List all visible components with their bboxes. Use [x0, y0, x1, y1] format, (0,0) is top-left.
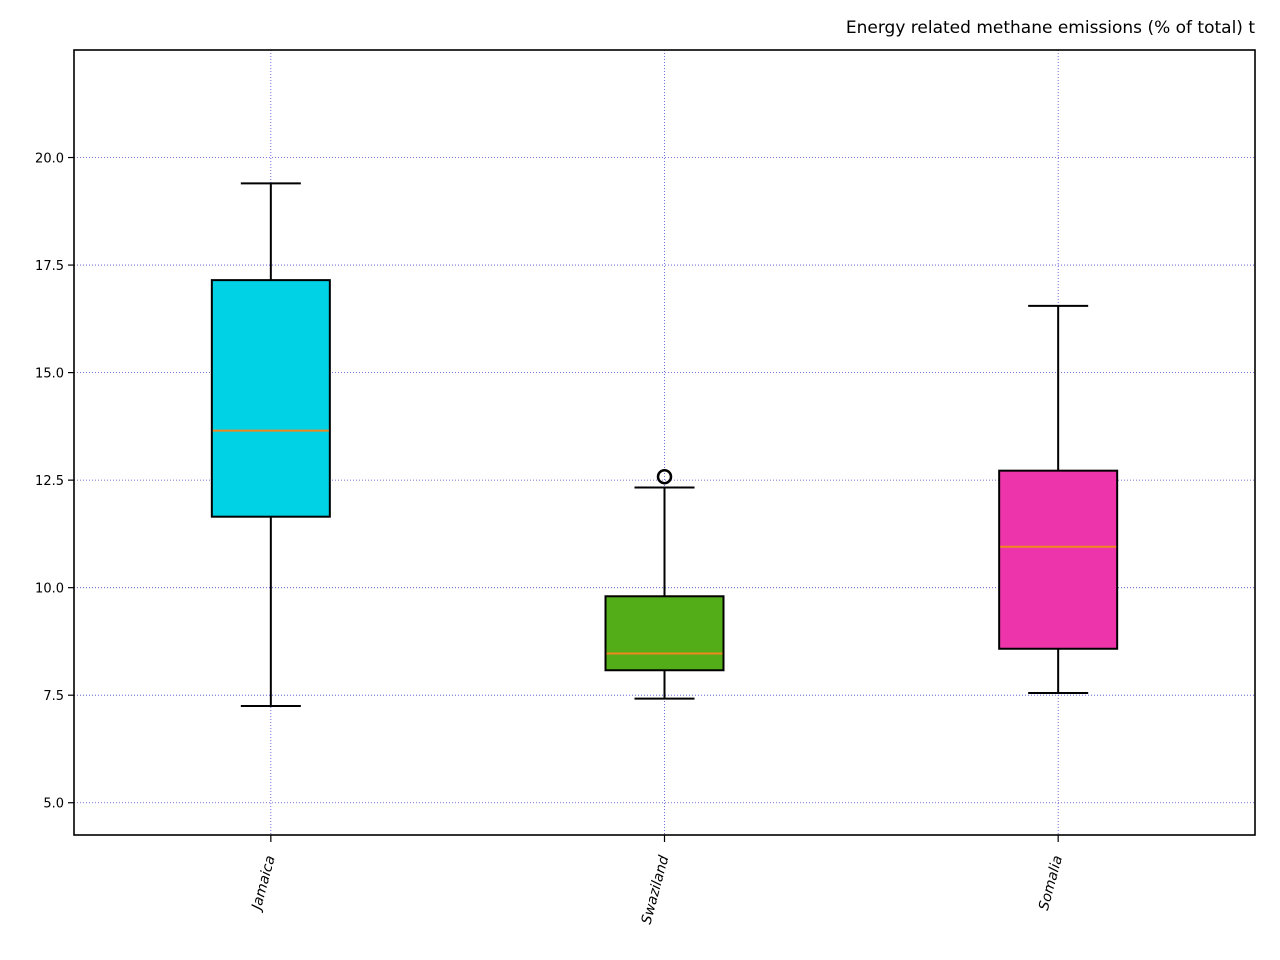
box-swaziland: [604, 468, 725, 700]
chart-title: Energy related methane emissions (% of t…: [846, 18, 1255, 38]
axis-layer: 5.0 7.5 10.0 12.5 15.0 17.5 20.0 Jamaica Swazila…: [35, 152, 1066, 926]
x-tick-label: Swaziland: [639, 854, 673, 926]
y-tick-label: 15.0: [35, 367, 64, 382]
box-somalia: [998, 304, 1119, 695]
x-tick-label: Somalia: [1036, 854, 1066, 912]
box-body: [604, 595, 725, 672]
box-layer: [210, 182, 1119, 707]
box-body: [210, 279, 331, 518]
y-tick-label: 20.0: [35, 152, 64, 167]
x-tick-label: Jamaica: [248, 854, 278, 914]
y-tick-label: 12.5: [35, 474, 64, 489]
y-tick-label: 5.0: [43, 797, 64, 812]
outlier-point: [656, 468, 673, 485]
box-body: [998, 469, 1119, 650]
y-tick-label: 10.0: [35, 582, 64, 597]
box-jamaica: [210, 182, 331, 707]
y-tick-label: 7.5: [43, 689, 64, 704]
y-tick-label: 17.5: [35, 259, 64, 274]
